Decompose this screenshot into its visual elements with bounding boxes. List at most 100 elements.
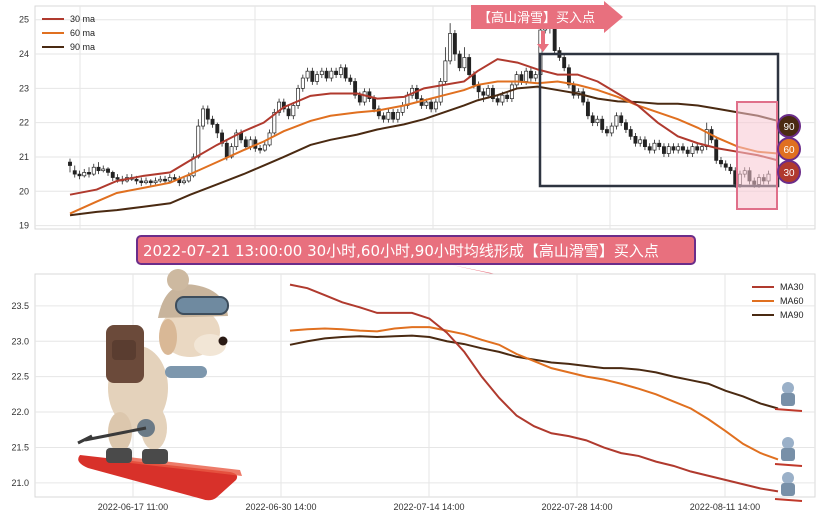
ski-boot-back bbox=[106, 448, 132, 463]
candle-body-104 bbox=[562, 57, 567, 69]
legend-label-MA60: MA60 bbox=[780, 296, 804, 306]
top-y-tick-5: 24 bbox=[19, 49, 29, 59]
candle-body-7 bbox=[101, 168, 106, 172]
candle-body-18 bbox=[153, 180, 158, 184]
candle-body-54 bbox=[324, 70, 329, 79]
dog-scarf bbox=[165, 366, 207, 378]
candle-body-22 bbox=[172, 177, 177, 180]
candle-body-91 bbox=[500, 94, 505, 103]
candle-body-129 bbox=[681, 146, 685, 151]
end-label-30: 30 bbox=[783, 168, 795, 179]
backpack-pocket bbox=[112, 340, 136, 360]
small-skier-head-1 bbox=[782, 382, 794, 394]
end-label-60: 60 bbox=[783, 145, 795, 156]
candle-body-134 bbox=[704, 129, 709, 148]
candle-body-49 bbox=[300, 77, 305, 89]
candle-body-120 bbox=[638, 139, 643, 144]
candle-body-27 bbox=[196, 125, 201, 158]
candle-body-132 bbox=[695, 146, 700, 151]
legend-label-60ma: 60 ma bbox=[70, 28, 95, 38]
top-legend: 30 ma 60 ma 90 ma bbox=[42, 14, 95, 52]
candle-body-24 bbox=[182, 180, 186, 184]
bottom-y-tick-5: 23.5 bbox=[11, 301, 29, 311]
ski-pole-tip bbox=[77, 434, 93, 445]
title-banner: 2022-07-21 13:00:00 30小时,60小时,90小时均线形成【高… bbox=[136, 235, 696, 284]
candle-body-51 bbox=[310, 70, 315, 82]
candle-body-60 bbox=[353, 81, 358, 96]
candle-body-138 bbox=[723, 163, 728, 168]
candle-body-97 bbox=[528, 70, 533, 79]
candle-body-116 bbox=[619, 115, 624, 123]
candle-body-4 bbox=[87, 172, 91, 175]
candle-body-128 bbox=[676, 146, 681, 151]
top-y-tick-2: 21 bbox=[19, 152, 29, 162]
bottom-x-tick-0: 2022-06-17 11:00 bbox=[98, 502, 168, 512]
candle-body-1 bbox=[72, 170, 77, 175]
bottom-x-tick-2: 2022-07-14 14:00 bbox=[393, 502, 464, 512]
candle-body-119 bbox=[633, 136, 638, 144]
candle-body-64 bbox=[372, 98, 377, 110]
candle-body-83 bbox=[462, 57, 467, 69]
candle-body-3 bbox=[82, 172, 87, 177]
bottom-ma-lines bbox=[289, 283, 779, 493]
candle-body-133 bbox=[700, 146, 704, 151]
candle-body-130 bbox=[685, 149, 690, 154]
bottom-x-tick-3: 2022-07-28 14:00 bbox=[541, 502, 612, 512]
bottom-y-tick-3: 22.5 bbox=[11, 372, 29, 382]
candle-body-30 bbox=[210, 118, 215, 125]
top-line-ma60 bbox=[69, 80, 779, 215]
top-buy-banner: 【高山滑雪】买入点 bbox=[471, 1, 623, 52]
small-skier-ski-2 bbox=[774, 463, 803, 467]
candle-body-31 bbox=[215, 124, 220, 134]
legend-label-90ma: 90 ma bbox=[70, 42, 95, 52]
hat-pompom bbox=[167, 269, 189, 291]
bottom-x-tick-4: 2022-08-11 14:00 bbox=[690, 502, 760, 512]
candle-body-8 bbox=[106, 168, 110, 173]
candle-body-112 bbox=[600, 118, 605, 130]
bottom-line-MA30 bbox=[289, 283, 779, 493]
candle-body-59 bbox=[348, 77, 353, 82]
candle-body-44 bbox=[277, 101, 282, 113]
dog-snout bbox=[194, 334, 226, 356]
candle-body-19 bbox=[158, 178, 163, 182]
candle-body-9 bbox=[110, 172, 115, 178]
end-label-90: 90 bbox=[783, 122, 795, 133]
candle-body-124 bbox=[657, 142, 662, 148]
small-skier-ski-3 bbox=[774, 498, 803, 502]
candle-body-17 bbox=[148, 180, 153, 184]
small-skier-1 bbox=[774, 382, 803, 412]
candle-body-73 bbox=[414, 87, 419, 99]
bottom-y-tick-0: 21.0 bbox=[11, 478, 29, 488]
top-y-tick-4: 23 bbox=[19, 83, 29, 93]
candle-body-33 bbox=[224, 142, 229, 158]
candle-body-43 bbox=[272, 112, 277, 134]
skiing-dog-illustration bbox=[77, 269, 242, 501]
candle-body-79 bbox=[443, 60, 448, 82]
top-y-ticks: 19 20 21 22 23 24 25 bbox=[19, 15, 29, 231]
candle-body-56 bbox=[334, 70, 339, 75]
candle-body-92 bbox=[505, 94, 510, 99]
top-ma-lines bbox=[69, 58, 779, 217]
dog-nose bbox=[218, 336, 228, 346]
candle-body-125 bbox=[662, 146, 666, 154]
candle-body-78 bbox=[438, 81, 443, 103]
ski-goggles bbox=[175, 296, 229, 315]
ski-pole bbox=[84, 426, 147, 442]
candle-body-41 bbox=[262, 144, 267, 151]
bottom-legend: MA30 MA60 MA90 bbox=[752, 282, 804, 320]
candle-body-95 bbox=[519, 74, 524, 82]
candle-body-25 bbox=[186, 175, 191, 182]
signal-zone-box bbox=[736, 101, 778, 210]
candle-body-123 bbox=[652, 142, 657, 151]
candle-body-136 bbox=[714, 139, 719, 161]
candle-body-126 bbox=[666, 146, 671, 154]
candle-body-94 bbox=[514, 74, 519, 86]
bottom-y-tick-1: 21.5 bbox=[11, 442, 29, 452]
candle-body-81 bbox=[452, 33, 457, 55]
bottom-y-ticks: 21.0 21.5 22.0 22.5 23.0 23.5 bbox=[11, 301, 29, 488]
top-line-ma30 bbox=[69, 58, 779, 196]
candle-body-98 bbox=[533, 74, 538, 79]
candle-body-105 bbox=[566, 67, 571, 86]
bottom-x-ticks: 2022-06-17 11:00 2022-06-30 14:00 2022-07-… bbox=[98, 502, 760, 512]
candle-body-0 bbox=[68, 161, 72, 166]
